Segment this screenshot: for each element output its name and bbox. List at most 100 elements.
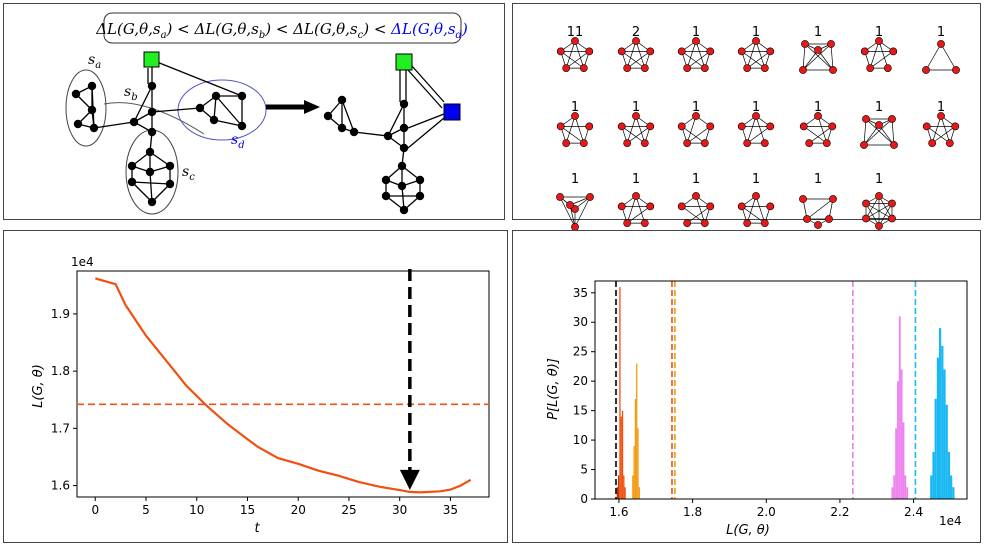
motif-count-label: 1	[814, 172, 822, 187]
y-tick-label: 10	[573, 433, 588, 447]
motif-node	[562, 139, 571, 148]
graph-node	[211, 91, 221, 101]
formula-box	[103, 12, 462, 44]
graph-node	[209, 115, 219, 125]
motif-edge	[746, 115, 757, 144]
motif-node	[801, 40, 809, 48]
motif-edge	[681, 51, 706, 69]
graph-node	[397, 161, 407, 171]
motif-node	[875, 121, 883, 129]
motif-edge	[802, 49, 819, 71]
histogram-panel: 1e4 P[L(G, θ)] L(G, θ) 1.6 1.8 2.0 2.2 2.4 0 5…	[512, 230, 981, 543]
x-tick-label: 0	[91, 503, 99, 517]
motif-node	[825, 215, 833, 223]
motif-node	[683, 139, 692, 148]
formula-part-4: ) <	[362, 20, 391, 38]
motif-edge	[686, 126, 711, 144]
edge	[407, 113, 445, 129]
motif-item: 1	[799, 100, 837, 148]
motif-node	[752, 112, 760, 120]
motif-edge	[686, 206, 711, 224]
motif-edge	[806, 198, 834, 220]
histogram-bar	[943, 369, 946, 499]
x-tick-label: 20	[291, 503, 306, 517]
graph-node	[127, 161, 137, 171]
histogram-bar	[939, 328, 942, 499]
motif-count-label: 1	[692, 100, 700, 115]
edge	[151, 183, 171, 203]
histogram-bar	[904, 475, 907, 499]
motif-node	[937, 112, 945, 120]
motif-node	[862, 115, 870, 123]
motif-node	[828, 122, 837, 131]
motif-item: 1	[737, 100, 775, 148]
set-label-b: sb	[124, 84, 138, 103]
histogram-bar	[891, 487, 894, 499]
motif-node	[586, 193, 594, 201]
motif-node	[562, 64, 571, 73]
motif-node	[951, 122, 960, 131]
motif-count-label: 1	[752, 25, 760, 40]
histogram-bar	[624, 487, 626, 499]
motif-edge	[878, 124, 895, 146]
motif-node	[760, 64, 769, 73]
diagram-svg: ΔL(G,θ,sa) < ΔL(G,θ,sb) < ΔL(G,θ,sc) < Δ…	[65, 12, 468, 215]
motif-count-label: 1	[875, 100, 883, 115]
histogram-bar	[623, 475, 625, 499]
objective-series-line	[94, 277, 472, 494]
graph-node	[165, 161, 175, 171]
x-tick-label: 1.8	[683, 505, 702, 519]
green-supernode	[395, 53, 413, 71]
histogram-bar	[893, 475, 896, 499]
histogram-bar	[950, 475, 953, 499]
formula-part-3: ) < ΔL(G,θ,s	[264, 20, 358, 38]
motif-node	[683, 219, 692, 228]
motif-count-label: 1	[814, 100, 822, 115]
motif-edge	[830, 43, 834, 71]
motif-edge	[926, 126, 951, 144]
histogram-bar	[945, 404, 948, 499]
motif-node	[875, 222, 883, 230]
edge	[93, 121, 135, 129]
motif-node	[866, 64, 875, 73]
histogram-bar	[941, 345, 944, 499]
motif-node	[640, 139, 649, 148]
formula-part-2: ) < ΔL(G,θ,s	[166, 20, 260, 38]
motif-node	[556, 122, 565, 131]
histogram-bar	[934, 398, 937, 499]
motif-node	[640, 64, 649, 73]
motif-node	[875, 192, 883, 200]
motif-node	[922, 66, 930, 74]
motif-edge	[755, 195, 766, 224]
motif-node	[803, 215, 811, 223]
graph-node	[383, 131, 393, 141]
motif-count-label: 2	[632, 25, 640, 40]
motif-item: 1	[799, 172, 837, 229]
graph-node	[73, 119, 83, 129]
motif-edge	[626, 51, 651, 69]
histogram-frame	[594, 280, 968, 500]
motif-grid: 11 2 1 1 1 1 11 1 1 1 1 1 11 1 1 1 1 1	[556, 25, 960, 231]
motif-node	[646, 202, 655, 211]
x-tick-label: 2.2	[830, 505, 849, 519]
histogram-bar	[898, 316, 901, 499]
motif-edge	[755, 115, 766, 144]
x-tick-label: 5	[142, 503, 150, 517]
edge	[131, 181, 171, 185]
motif-edge	[817, 115, 828, 144]
motif-node	[743, 64, 752, 73]
formula-part-1: ΔL(G,θ,s	[95, 20, 161, 38]
formula-sub-d: d	[456, 30, 462, 41]
edge	[341, 99, 355, 133]
motif-node	[632, 112, 640, 120]
motif-node	[677, 202, 686, 211]
motif-node	[888, 214, 896, 223]
set-label-c: sc	[182, 164, 195, 183]
edge	[133, 85, 153, 123]
edge	[131, 181, 153, 203]
motif-edge	[863, 124, 880, 146]
motif-node	[814, 112, 822, 120]
graph-node	[165, 179, 175, 189]
motif-count-label: 1	[571, 100, 579, 115]
histogram-bar	[930, 475, 933, 499]
